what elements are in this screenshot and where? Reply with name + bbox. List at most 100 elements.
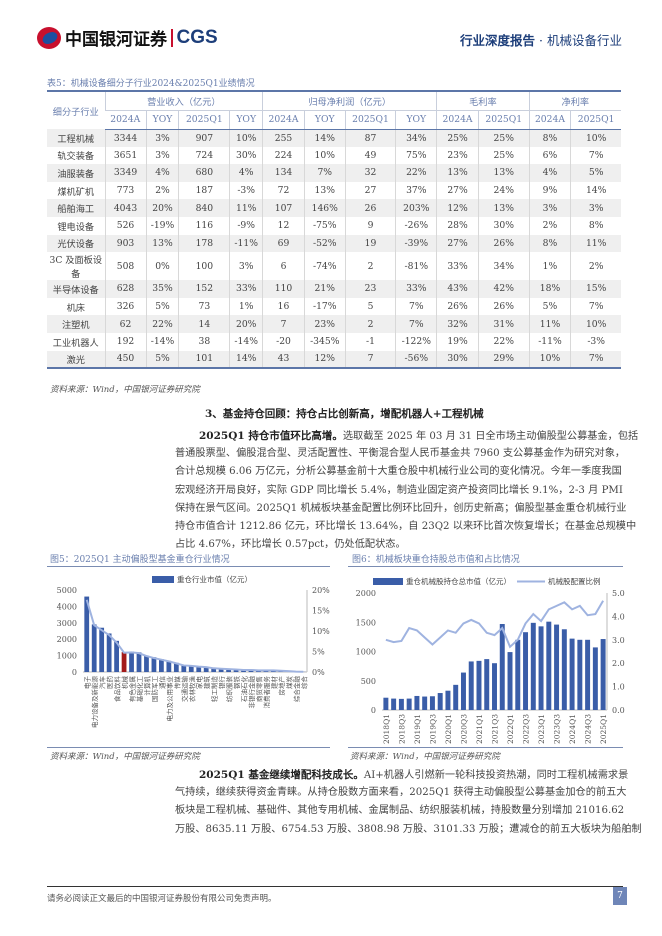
industry-name: 锂电设备 xyxy=(57,221,95,233)
table-cell: 178 xyxy=(178,234,230,253)
table-cell: -20 xyxy=(262,332,305,351)
table-cell: 4% xyxy=(528,164,571,182)
table-cell: 192 xyxy=(104,332,147,351)
bar xyxy=(554,624,560,710)
column-header: 2024A xyxy=(436,109,479,130)
paragraph-line: 2025Q1 基金继续增配科技成长。AI+机器人引燃新一轮科技投资热潮，同时工程… xyxy=(175,766,628,784)
paragraph-1: 2025Q1 持仓市值环比高增。选取截至 2025 年 03 月 31 日全市场… xyxy=(175,427,638,554)
x-tick-label: 2024Q3 xyxy=(584,714,593,744)
y-tick-label: 1500 xyxy=(356,618,376,627)
table-cell: 13% xyxy=(436,164,479,182)
table-cell: 7 xyxy=(344,350,396,369)
bar xyxy=(203,667,209,672)
table-cell: 27% xyxy=(436,234,479,253)
bar xyxy=(546,621,552,710)
table-cell: 5% xyxy=(145,350,179,369)
y2-tick-label: 0% xyxy=(312,668,325,677)
table-cell: 146% xyxy=(303,199,346,217)
table-cell: 33% xyxy=(395,280,437,298)
table-cell: 31% xyxy=(477,315,530,333)
y2-tick-label: 15% xyxy=(312,607,330,616)
table-cell: 3% xyxy=(145,129,179,147)
table-cell: 13% xyxy=(477,164,530,182)
table-row: 注塑机 62 22% 14 20% 7 23% 2 7% 32% 31% 11% 10% xyxy=(47,315,621,333)
y2-tick-label: 5.0% xyxy=(612,589,625,598)
table-cell: -39% xyxy=(395,234,437,253)
table-cell: 203% xyxy=(395,199,437,217)
table-cell: 25% xyxy=(477,129,530,147)
paragraph-text: 占比 4.67%，环比增长 0.57pct，仍处低配状态。 xyxy=(175,539,406,551)
table-source: 资料来源：Wind，中国银河证券研究院 xyxy=(50,385,200,395)
table-cell: 33% xyxy=(229,280,263,298)
table-row: 船舶海工 4043 20% 840 11% 107 146% 26 203% 12% 13% 3% 3% xyxy=(47,199,621,217)
table-cell: 22% xyxy=(395,164,437,182)
table-cell: -26% xyxy=(395,216,437,235)
footer-disclaimer: 请务必阅读正文最后的中国银河证券股份有限公司免责声明。 xyxy=(47,894,277,904)
paragraph-text: 持仓市值合计 1212.86 亿元，环比增长 13.64%，自 23Q2 以来环… xyxy=(175,520,637,532)
bar xyxy=(114,640,119,672)
table-cell: 7% xyxy=(395,315,437,333)
x-tick-label: 2018Q1 xyxy=(382,714,391,744)
table-cell: 100 xyxy=(178,252,230,281)
x-tick-label: 建材 xyxy=(269,676,278,690)
bar xyxy=(445,690,451,710)
industry-name: 煤机矿机 xyxy=(57,186,95,198)
paragraph-text: 宏观经济开局良好，实际 GDP 同比增长 5.4%，制造业固定资产投资同比增长 … xyxy=(175,484,623,496)
y2-tick-label: 3.0% xyxy=(612,636,625,645)
legend-bar-swatch xyxy=(152,576,174,583)
table-cell: 187 xyxy=(178,181,230,200)
table-cell: 8% xyxy=(528,234,571,253)
column-header: YOY xyxy=(303,109,346,130)
x-tick-label: 汽车 xyxy=(98,676,107,690)
group-header: 净利率 xyxy=(528,91,621,110)
column-header: YOY xyxy=(145,109,179,130)
x-tick-label: 纺织服装 xyxy=(225,676,234,703)
paragraph-text: 保持在景气区间。2025Q1 机械板块基金配置比例环比回升，创历史新高；偏股型基… xyxy=(175,502,627,514)
table-cell: 18% xyxy=(528,280,571,298)
table-cell: 49 xyxy=(344,146,396,165)
x-tick-label: 2018Q3 xyxy=(397,714,406,744)
table-cell: -74% xyxy=(303,252,346,281)
industry-name: 轨交装备 xyxy=(57,151,95,163)
table-cell: 903 xyxy=(104,234,147,253)
report-type: 行业深度报告 xyxy=(460,33,536,48)
y2-tick-label: 20% xyxy=(312,586,330,595)
y2-tick-label: 10% xyxy=(312,627,330,636)
bar xyxy=(499,624,505,710)
bar xyxy=(406,698,412,710)
table-cell: 25% xyxy=(436,129,479,147)
paragraph-line: 万股、8635.11 万股、6754.53 万股、3808.98 万股、3101… xyxy=(175,821,642,839)
bar xyxy=(233,669,239,672)
paragraph-line: 占比 4.67%，环比增长 0.57pct，仍处低配状态。 xyxy=(175,536,621,554)
x-tick-label: 2024Q1 xyxy=(568,714,577,744)
bar xyxy=(121,652,127,672)
bar xyxy=(507,652,513,710)
table-cell: 12 xyxy=(262,216,305,235)
section-heading: 3、基金持仓回顾：持仓占比创新高，增配机器人+工程机械 xyxy=(205,408,484,420)
paragraph-text: 选取截至 2025 年 03 月 31 日全市场主动偏股型公募基金，包括 xyxy=(342,431,639,442)
bar xyxy=(181,665,187,672)
bar xyxy=(468,661,474,710)
table-cell: 3% xyxy=(145,146,179,165)
table-cell: 680 xyxy=(178,164,230,182)
table-row: 工业机器人 192 -14% 38 -14% -20 -345% -1 -122% 19% 22% -… xyxy=(47,332,621,351)
bar xyxy=(91,624,97,672)
industry-name: 半导体设备 xyxy=(52,284,99,296)
paragraph-line: 气持续，继续获得资金青睐。从持仓股数方面来看，2025Q1 获得主动偏股型公募基… xyxy=(175,784,627,802)
x-tick-label: 2020Q3 xyxy=(459,714,468,744)
x-tick-label: 有色金属 xyxy=(128,676,137,702)
table-cell: 11% xyxy=(229,199,263,217)
x-tick-label: 综合金融 xyxy=(292,676,301,703)
table-row: 光伏设备 903 13% 178 -11% 69 -52% 19 -39% 27% 26% 8% 11% xyxy=(47,234,621,253)
paragraph-text: 合计总规模 6.06 万亿元，分析公募基金前十大重仓股中机械行业公司的变化情况。… xyxy=(175,466,622,478)
table-cell: 907 xyxy=(178,129,230,147)
table-cell: 8% xyxy=(528,129,571,147)
table-cell: 110 xyxy=(262,280,305,298)
table-cell: 1% xyxy=(229,297,263,316)
table-cell: 19% xyxy=(436,332,479,351)
table-cell: -56% xyxy=(395,350,437,369)
table-cell: 10% xyxy=(570,129,621,147)
bar xyxy=(173,662,179,672)
paragraph-2: 2025Q1 基金继续增配科技成长。AI+机器人引燃新一轮科技投资热潮，同时工程… xyxy=(175,766,642,839)
table-cell: 12% xyxy=(436,199,479,217)
